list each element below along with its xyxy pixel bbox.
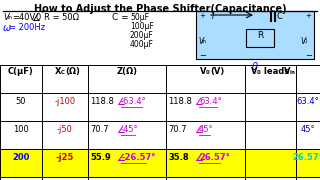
Text: leads: leads — [261, 67, 289, 76]
Text: 0: 0 — [206, 70, 210, 75]
Text: 45°: 45° — [301, 125, 315, 134]
Text: °: ° — [40, 11, 44, 17]
FancyBboxPatch shape — [0, 149, 320, 177]
Text: -j25: -j25 — [56, 153, 74, 162]
Text: in: in — [7, 15, 12, 20]
Text: ∠: ∠ — [116, 97, 125, 107]
Text: 118.8: 118.8 — [168, 97, 192, 106]
Text: ω: ω — [3, 23, 11, 33]
Text: 100: 100 — [13, 125, 29, 134]
Text: 50: 50 — [16, 97, 26, 106]
Text: V: V — [200, 67, 206, 76]
Text: ∠: ∠ — [194, 153, 203, 163]
Text: in: in — [290, 70, 296, 75]
Text: R: R — [257, 31, 263, 40]
Text: 0: 0 — [36, 13, 41, 22]
Text: (Ω): (Ω) — [65, 67, 80, 76]
Text: +: + — [305, 13, 311, 19]
Text: -j50: -j50 — [57, 125, 73, 134]
Text: 100μF: 100μF — [130, 22, 154, 31]
Text: ∠: ∠ — [116, 125, 125, 135]
Text: -45°: -45° — [121, 125, 139, 134]
Text: -63.4°: -63.4° — [121, 97, 147, 106]
Text: θ: θ — [252, 62, 258, 72]
Text: 70.7: 70.7 — [168, 125, 187, 134]
Text: 50μF: 50μF — [130, 13, 149, 22]
Text: X: X — [55, 67, 61, 76]
Text: V: V — [3, 13, 9, 22]
Text: 35.8: 35.8 — [168, 153, 188, 162]
Text: 400μF: 400μF — [130, 40, 154, 49]
Text: ∠: ∠ — [194, 97, 203, 107]
Text: 0: 0 — [257, 70, 261, 75]
Text: ∠: ∠ — [194, 125, 203, 135]
Text: V: V — [251, 67, 258, 76]
Text: V: V — [300, 37, 305, 46]
Text: How to Adjust the Phase Shifter(Capacitance): How to Adjust the Phase Shifter(Capacita… — [34, 4, 286, 14]
Text: ∠: ∠ — [116, 153, 125, 163]
FancyBboxPatch shape — [246, 29, 274, 47]
Text: 0: 0 — [304, 39, 308, 44]
Text: in: in — [202, 39, 207, 44]
FancyBboxPatch shape — [196, 11, 314, 59]
Text: Z(Ω): Z(Ω) — [116, 67, 138, 76]
Text: -26.57°: -26.57° — [121, 153, 156, 162]
Text: C(μF): C(μF) — [8, 67, 34, 76]
Text: (V): (V) — [210, 67, 224, 76]
Text: ∠: ∠ — [31, 13, 40, 23]
Text: 26.57°: 26.57° — [292, 153, 320, 162]
Text: −: − — [305, 51, 312, 60]
Text: +: + — [199, 13, 205, 19]
Text: C: C — [277, 12, 283, 21]
Text: −: − — [199, 51, 206, 60]
Text: C =: C = — [112, 13, 129, 22]
Text: C: C — [61, 70, 65, 75]
Text: 26.57°: 26.57° — [199, 153, 230, 162]
Text: = 200Hz: = 200Hz — [9, 23, 45, 32]
Text: 55.9: 55.9 — [90, 153, 111, 162]
Text: 200μF: 200μF — [130, 31, 154, 40]
Text: I: I — [212, 12, 214, 21]
Text: R = 50Ω: R = 50Ω — [44, 13, 79, 22]
Text: 200: 200 — [12, 153, 30, 162]
Text: =40V: =40V — [12, 13, 35, 22]
Text: V: V — [198, 37, 203, 46]
Text: 118.8: 118.8 — [90, 97, 114, 106]
Text: 63.4°: 63.4° — [199, 97, 222, 106]
Text: -j100: -j100 — [54, 97, 76, 106]
Text: 45°: 45° — [199, 125, 214, 134]
Text: 63.4°: 63.4° — [297, 97, 319, 106]
Text: V: V — [284, 67, 291, 76]
Text: 70.7: 70.7 — [90, 125, 108, 134]
